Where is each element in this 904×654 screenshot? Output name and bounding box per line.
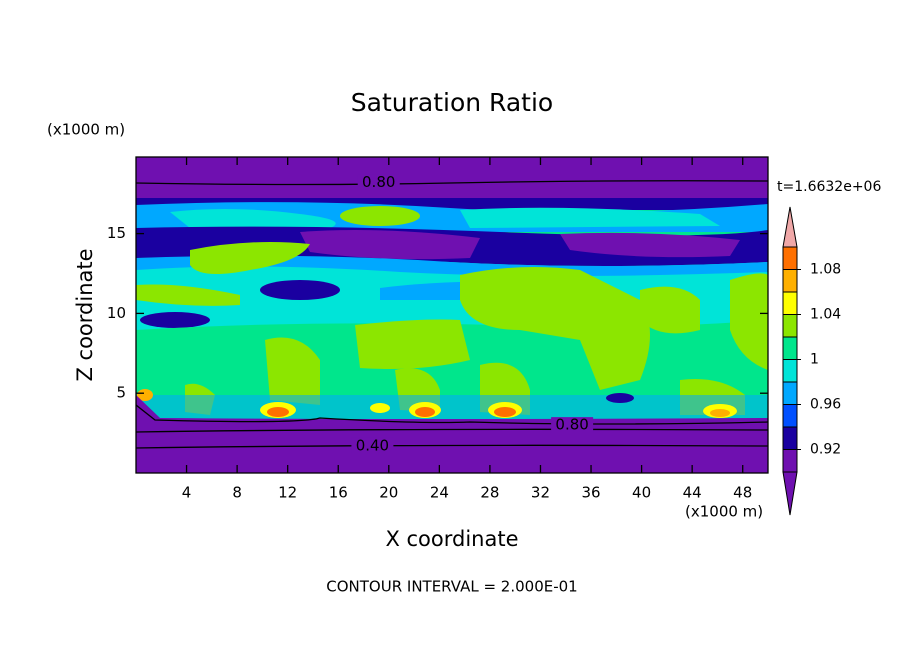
x-tick-label: 20	[379, 484, 398, 502]
field-region	[137, 389, 153, 401]
field-region	[140, 312, 210, 328]
colorbar-over	[782, 206, 798, 248]
field-region	[136, 157, 768, 202]
x-tick-label: 12	[278, 484, 297, 502]
x-tick-label: 44	[683, 484, 702, 502]
field-region	[370, 403, 390, 413]
colorbar-tick-label: 1.08	[810, 262, 841, 278]
y-tick-label: 15	[107, 224, 126, 242]
contour-label-bg	[351, 437, 394, 454]
colorbar-box	[782, 269, 798, 293]
field-region	[355, 319, 470, 369]
colorbar-box	[782, 404, 798, 428]
colorbar-tick-label: 0.96	[810, 397, 841, 413]
field-region	[730, 273, 768, 370]
field-region	[136, 395, 768, 420]
field-region	[340, 206, 420, 226]
y-unit-label: (x1000 m)	[47, 121, 125, 139]
contour-label: 0.80	[555, 416, 588, 434]
colorbar-tick-label: 1	[810, 352, 819, 368]
field-region	[710, 409, 730, 417]
y-axis-label: Z coordinate	[73, 248, 97, 381]
y-tick-label: 5	[116, 384, 126, 402]
field-region	[267, 407, 289, 417]
colorbar-box	[782, 314, 798, 338]
plot-frame	[135, 156, 769, 474]
colorbar-tick-label: 0.92	[810, 442, 841, 458]
chart-title: Saturation Ratio	[351, 88, 553, 117]
field-region	[260, 280, 340, 300]
x-tick-label: 36	[581, 484, 600, 502]
x-tick-label: 32	[531, 484, 550, 502]
field-region	[136, 395, 768, 473]
x-tick-label: 48	[733, 484, 752, 502]
field-region	[136, 428, 768, 433]
field-region	[190, 242, 310, 274]
field-region	[415, 407, 435, 417]
contour-label: 0.40	[356, 436, 389, 454]
colorbar-box	[782, 359, 798, 383]
x-tick-label: 4	[182, 484, 192, 502]
field-region	[136, 180, 768, 186]
contour-label-bg	[357, 174, 400, 191]
field-region	[560, 232, 740, 258]
field-region	[136, 404, 768, 425]
field-region	[136, 444, 768, 449]
x-tick-label: 40	[632, 484, 651, 502]
field-region	[460, 266, 650, 390]
colorbar-box	[782, 336, 798, 360]
x-tick-label: 16	[329, 484, 348, 502]
colorbar-under	[782, 471, 798, 516]
colorbar-tick-label: 1.04	[810, 307, 841, 323]
colorbar-box	[782, 381, 798, 405]
time-label: t=1.6632e+06	[777, 179, 881, 195]
x-unit-label: (x1000 m)	[685, 503, 763, 521]
colorbar-box	[782, 449, 798, 473]
field-region	[170, 208, 336, 228]
colorbar-box	[782, 291, 798, 315]
x-axis-label: X coordinate	[385, 527, 518, 551]
y-tick-label: 10	[107, 304, 126, 322]
field-region	[606, 393, 634, 403]
field-region	[265, 337, 320, 405]
colorbar-box	[782, 426, 798, 450]
colorbar-box	[782, 246, 798, 270]
field-region	[494, 407, 516, 417]
field-region	[136, 284, 240, 306]
field-region	[640, 286, 700, 334]
x-tick-label: 8	[232, 484, 242, 502]
contour-label: 0.80	[362, 173, 395, 191]
x-tick-label: 24	[430, 484, 449, 502]
x-tick-label: 28	[480, 484, 499, 502]
footer: CONTOUR INTERVAL = 2.000E-01	[326, 578, 577, 596]
contour-label-bg	[551, 417, 594, 434]
field-region	[300, 230, 480, 260]
contour-field	[136, 157, 768, 473]
field-region	[460, 207, 720, 228]
